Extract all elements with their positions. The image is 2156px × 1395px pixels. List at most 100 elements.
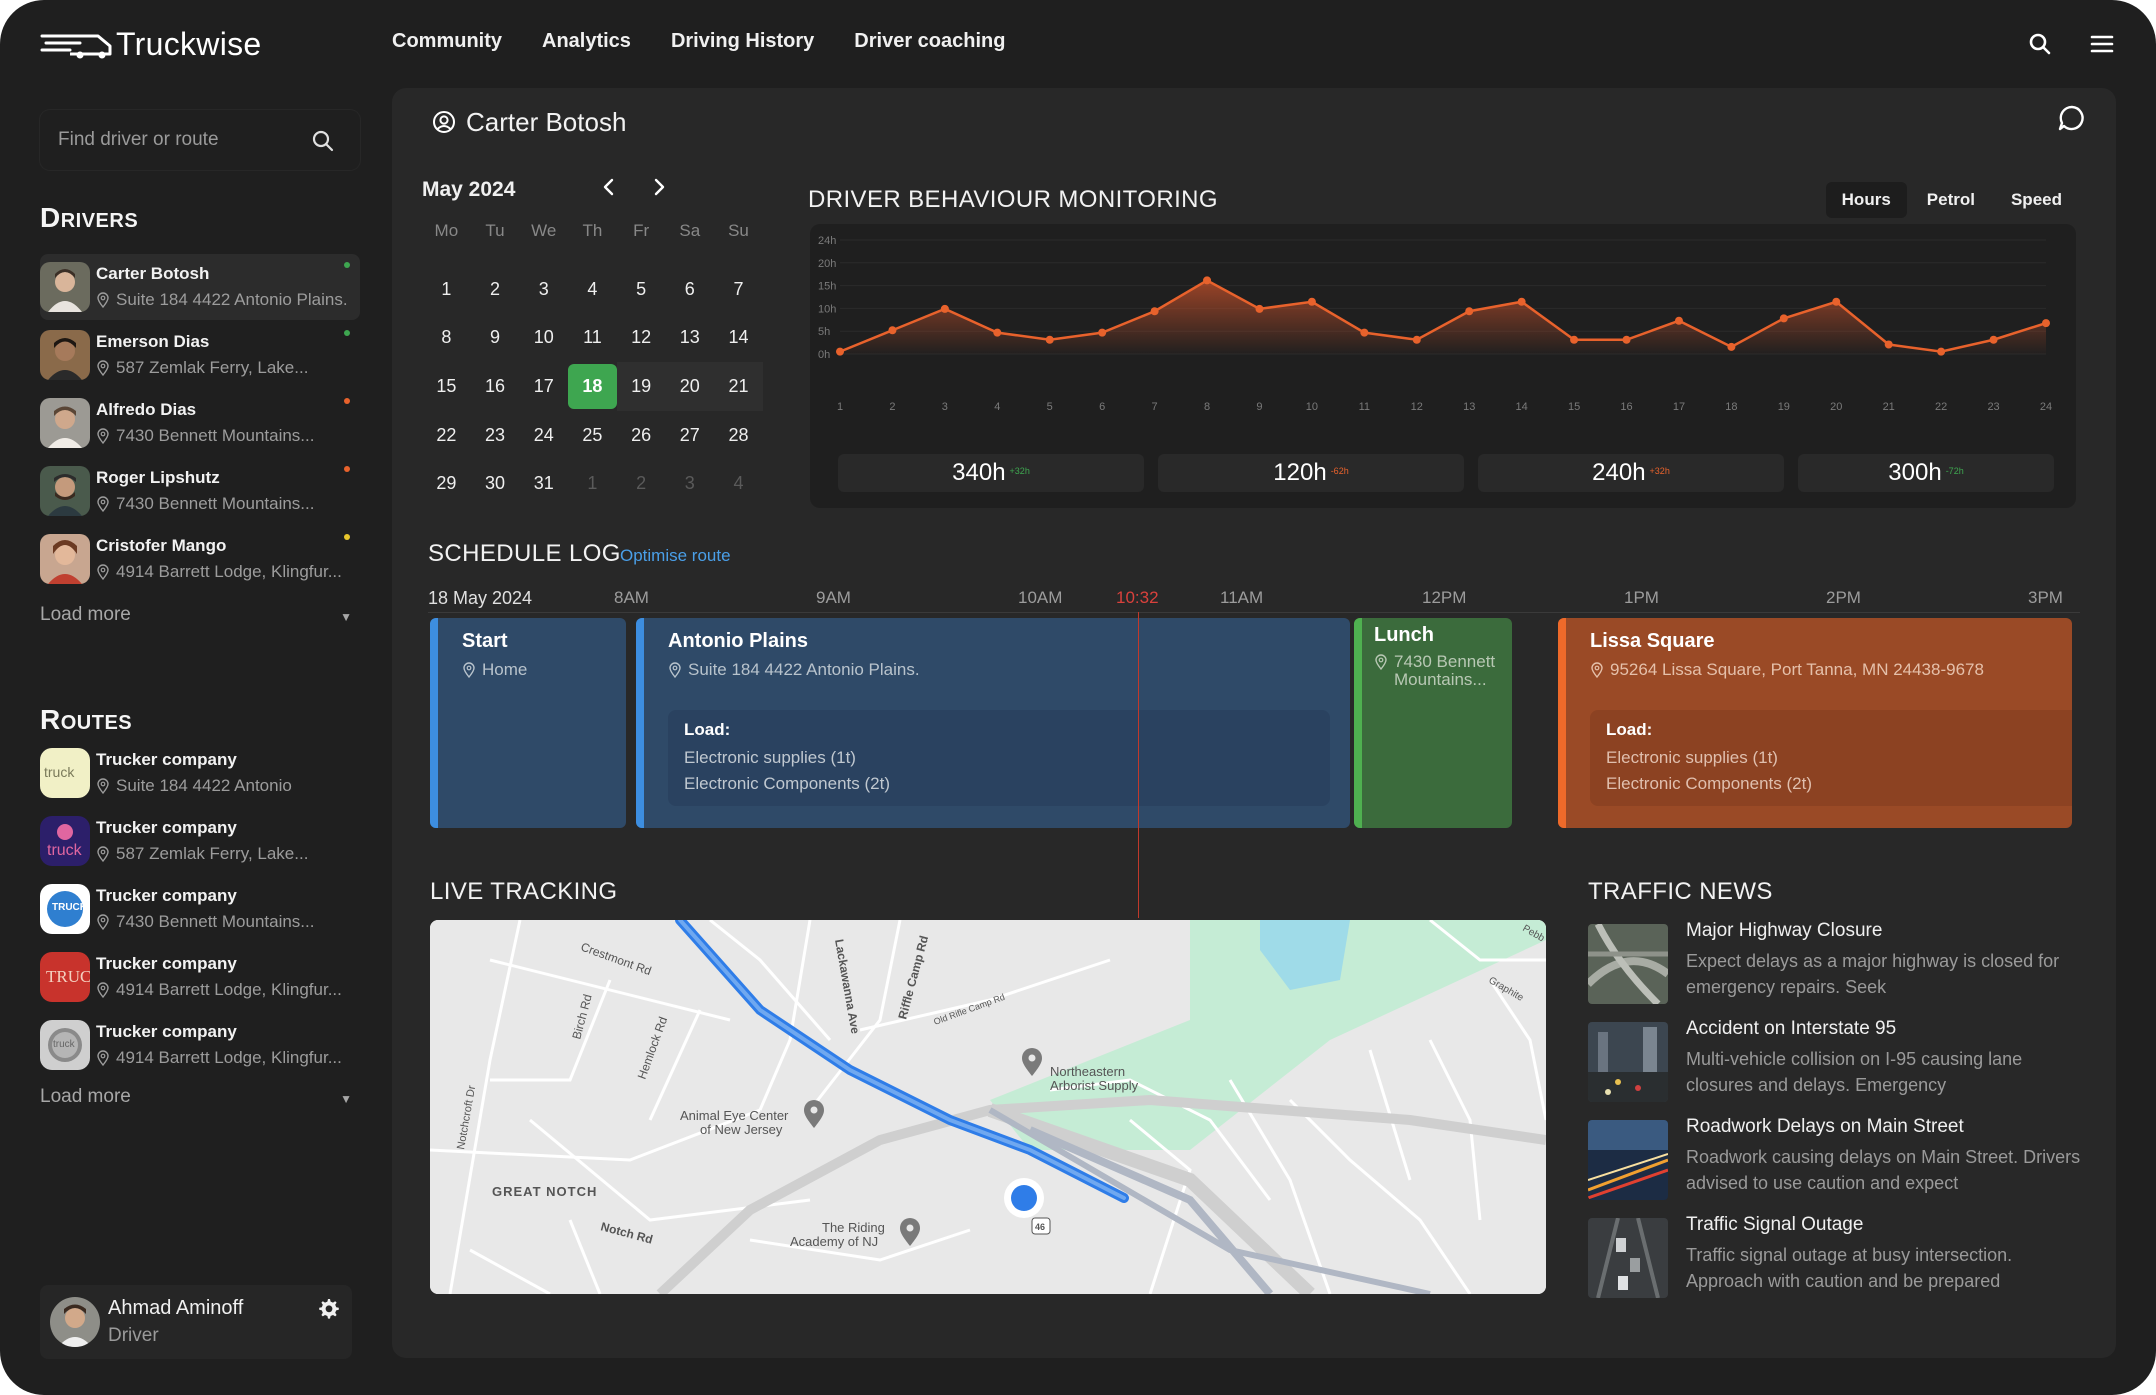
calendar-day[interactable]: 1 <box>587 473 598 494</box>
calendar-day[interactable]: 19 <box>616 362 666 411</box>
data-point[interactable] <box>993 328 1002 337</box>
data-point[interactable] <box>1937 347 1946 356</box>
driver-item[interactable]: Roger Lipshutz 7430 Bennett Mountains... <box>40 458 360 524</box>
data-point[interactable] <box>1570 335 1579 344</box>
calendar-day[interactable]: 13 <box>679 327 700 348</box>
data-point[interactable] <box>1779 314 1788 323</box>
calendar-day[interactable]: 8 <box>441 327 452 348</box>
menu-icon[interactable] <box>2086 28 2118 60</box>
driver-item[interactable]: Alfredo Dias 7430 Bennett Mountains... <box>40 390 360 456</box>
calendar-day[interactable]: 25 <box>582 424 603 445</box>
calendar-day[interactable]: 26 <box>631 424 652 445</box>
data-point[interactable] <box>1255 304 1264 313</box>
calendar-day[interactable]: 1 <box>441 278 452 299</box>
data-point[interactable] <box>1098 328 1107 337</box>
nav-driving-history[interactable]: Driving History <box>670 30 815 52</box>
search-icon[interactable] <box>2024 28 2056 60</box>
data-point[interactable] <box>1150 307 1159 316</box>
data-point[interactable] <box>1412 335 1421 344</box>
calendar-day[interactable]: 5 <box>636 278 647 299</box>
data-point[interactable] <box>1674 316 1683 325</box>
data-point[interactable] <box>836 347 844 356</box>
chevron-right-icon[interactable] <box>644 172 674 202</box>
chat-icon[interactable] <box>2056 102 2088 134</box>
calendar-day[interactable]: 18 <box>568 364 617 409</box>
calendar-day[interactable]: 2 <box>490 278 501 299</box>
data-point[interactable] <box>1045 335 1054 344</box>
calendar-day[interactable]: 17 <box>533 376 554 397</box>
driver-item[interactable]: Carter Botosh Suite 184 4422 Antonio Pla… <box>40 254 360 320</box>
driver-item[interactable]: Emerson Dias 587 Zemlak Ferry, Lake... <box>40 322 360 388</box>
data-point[interactable] <box>2042 319 2050 328</box>
route-item[interactable]: truck Trucker company Suite 184 4422 Ant… <box>40 740 360 806</box>
calendar-day[interactable]: 24 <box>533 424 554 445</box>
schedule-block-lissa-square[interactable]: Lissa Square 95264 Lissa Square, Port Ta… <box>1558 618 2072 828</box>
calendar-day[interactable]: 30 <box>485 473 506 494</box>
tab-petrol[interactable]: Petrol <box>1926 190 1975 209</box>
calendar-day[interactable]: 4 <box>587 278 598 299</box>
data-point[interactable] <box>1465 307 1474 316</box>
driver-item[interactable]: Cristofer Mango 4914 Barrett Lodge, Klin… <box>40 526 360 592</box>
calendar-day[interactable]: 6 <box>684 278 695 299</box>
news-item[interactable]: Accident on Interstate 95 Multi-vehicle … <box>1588 1018 2088 1104</box>
nav-analytics[interactable]: Analytics <box>542 30 631 52</box>
route-item[interactable]: truck Trucker company 587 Zemlak Ferry, … <box>40 808 360 874</box>
calendar-day[interactable]: 14 <box>728 327 749 348</box>
calendar-day[interactable]: 11 <box>583 327 602 348</box>
logo[interactable]: Truckwise <box>40 24 262 64</box>
data-point[interactable] <box>1307 297 1316 306</box>
tab-hours[interactable]: Hours <box>1825 182 1907 218</box>
calendar-day[interactable]: 10 <box>533 327 554 348</box>
data-point[interactable] <box>1989 335 1998 344</box>
drivers-load-more[interactable]: Load more ▼ <box>40 604 352 625</box>
calendar-day[interactable]: 21 <box>714 362 763 411</box>
news-item[interactable]: Major Highway Closure Expect delays as a… <box>1588 920 2088 1006</box>
calendar-day[interactable]: 27 <box>679 424 700 445</box>
schedule-block-antonio-plains[interactable]: Antonio Plains Suite 184 4422 Antonio Pl… <box>636 618 1350 828</box>
schedule-block-lunch[interactable]: Lunch 7430 Bennett Mountains... <box>1354 618 1512 828</box>
data-point[interactable] <box>1622 335 1631 344</box>
route-item[interactable]: TRUCK Trucker company 4914 Barrett Lodge… <box>40 944 360 1010</box>
data-point[interactable] <box>888 326 897 335</box>
y-tick-label: 10h <box>818 303 836 315</box>
calendar-day[interactable]: 2 <box>636 473 647 494</box>
calendar-day[interactable]: 23 <box>485 424 506 445</box>
search-icon[interactable] <box>310 128 336 154</box>
calendar-day[interactable]: 3 <box>684 473 695 494</box>
calendar-day[interactable]: 29 <box>436 473 457 494</box>
calendar-day[interactable]: 15 <box>436 376 457 397</box>
nav-community[interactable]: Community <box>392 30 502 52</box>
user-card[interactable]: Ahmad Aminoff Driver <box>40 1285 352 1359</box>
data-point[interactable] <box>1203 276 1212 285</box>
calendar-day[interactable]: 4 <box>733 473 744 494</box>
data-point[interactable] <box>1517 297 1526 306</box>
live-map[interactable]: Crestmont Rd Birch Rd Hemlock Rd Lackawa… <box>430 920 1546 1294</box>
tab-speed[interactable]: Speed <box>2010 190 2062 209</box>
stat-value: 340h <box>952 459 1006 486</box>
calendar-day[interactable]: 31 <box>533 473 554 494</box>
data-point[interactable] <box>1360 328 1369 337</box>
calendar-day[interactable]: 20 <box>665 362 715 411</box>
routes-load-more[interactable]: Load more ▼ <box>40 1086 352 1107</box>
news-item[interactable]: Traffic Signal Outage Traffic signal out… <box>1588 1214 2088 1300</box>
calendar-day[interactable]: 7 <box>733 278 744 299</box>
calendar-day[interactable]: 3 <box>538 278 549 299</box>
data-point[interactable] <box>1727 342 1736 351</box>
data-point[interactable] <box>1832 297 1841 306</box>
gear-icon[interactable] <box>316 1297 340 1321</box>
data-point[interactable] <box>940 304 949 313</box>
optimise-route-link[interactable]: Optimise route <box>620 546 731 565</box>
news-item[interactable]: Roadwork Delays on Main Street Roadwork … <box>1588 1116 2088 1202</box>
calendar-day[interactable]: 22 <box>436 424 457 445</box>
nav-driver-coaching[interactable]: Driver coaching <box>854 30 1006 52</box>
route-item[interactable]: truck Trucker company 4914 Barrett Lodge… <box>40 1012 360 1078</box>
calendar-day[interactable]: 9 <box>490 327 501 348</box>
driver-search-input[interactable] <box>58 124 308 156</box>
calendar-day[interactable]: 16 <box>485 376 506 397</box>
route-item[interactable]: TRUCK Trucker company 7430 Bennett Mount… <box>40 876 360 942</box>
schedule-block-start[interactable]: Start Home <box>430 618 626 828</box>
calendar-day[interactable]: 12 <box>631 327 652 348</box>
chevron-left-icon[interactable] <box>594 172 624 202</box>
data-point[interactable] <box>1884 340 1893 349</box>
calendar-day[interactable]: 28 <box>728 424 749 445</box>
